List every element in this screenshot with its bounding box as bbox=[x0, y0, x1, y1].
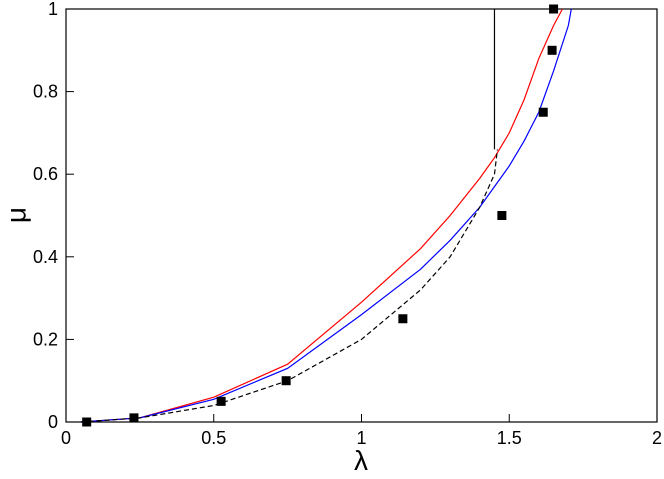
marker bbox=[129, 413, 139, 423]
y-axis-label: μ bbox=[0, 207, 31, 223]
plot-frame bbox=[65, 8, 658, 423]
marker bbox=[398, 314, 408, 324]
x-tick-label: 2 bbox=[652, 428, 662, 448]
x-tick-label: 0 bbox=[61, 428, 71, 448]
marker bbox=[547, 45, 557, 55]
series-line bbox=[80, 149, 499, 423]
marker bbox=[549, 4, 559, 14]
y-tick-label: 0 bbox=[48, 412, 58, 432]
marker bbox=[281, 376, 291, 386]
marker bbox=[216, 396, 226, 406]
y-tick-label: 0.2 bbox=[33, 329, 58, 349]
marker bbox=[82, 417, 92, 427]
y-tick-label: 1 bbox=[48, 0, 58, 19]
x-tick-label: 1.5 bbox=[497, 428, 522, 448]
x-tick-label: 1 bbox=[356, 428, 366, 448]
y-tick-label: 0.4 bbox=[33, 247, 58, 267]
marker bbox=[497, 211, 507, 220]
marker bbox=[538, 107, 548, 117]
series-line bbox=[80, 8, 572, 423]
x-axis-label: λ bbox=[354, 445, 368, 476]
series-line bbox=[80, 8, 563, 423]
x-tick-label: 0.5 bbox=[201, 428, 226, 448]
y-tick-label: 0.8 bbox=[33, 82, 58, 102]
y-tick-label: 0.6 bbox=[33, 164, 58, 184]
